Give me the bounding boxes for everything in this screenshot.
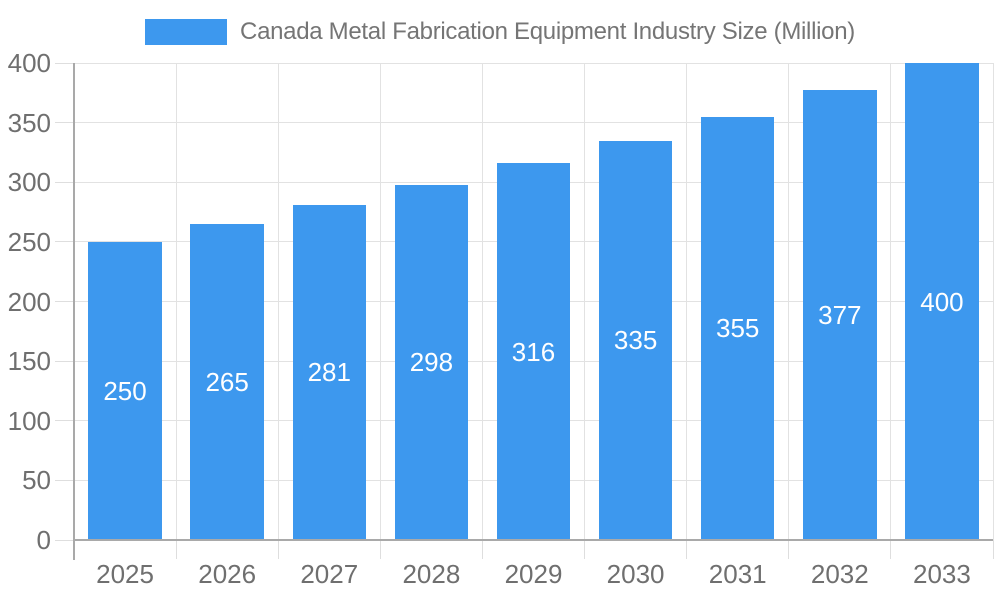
- bar[interactable]: 400: [905, 63, 979, 540]
- bar[interactable]: 250: [88, 241, 162, 540]
- x-axis-tick: [686, 540, 688, 559]
- x-axis-line: [73, 539, 993, 541]
- y-axis-tick: [55, 122, 73, 124]
- x-axis-tick: [481, 540, 483, 559]
- y-gridline: [74, 122, 993, 124]
- y-axis-label: 150: [7, 346, 51, 377]
- bar-value-label: 298: [409, 347, 454, 378]
- x-gridline: [277, 63, 279, 540]
- x-axis-tick: [992, 540, 994, 559]
- x-gridline: [788, 63, 790, 540]
- y-axis-tick: [55, 62, 73, 64]
- x-axis-tick: [788, 540, 790, 559]
- x-axis-tick: [277, 540, 279, 559]
- bar[interactable]: 316: [496, 163, 571, 540]
- bar[interactable]: 298: [394, 184, 469, 540]
- bar-value-label: 265: [205, 366, 249, 397]
- y-axis-label: 300: [7, 167, 51, 198]
- legend[interactable]: Canada Metal Fabrication Equipment Indus…: [0, 18, 1000, 46]
- bar-value-label: 281: [307, 357, 351, 388]
- chart-title: Canada Metal Fabrication Equipment Indus…: [240, 18, 855, 45]
- y-gridline: [74, 62, 993, 64]
- x-gridline: [379, 63, 381, 540]
- y-axis-tick: [55, 539, 73, 541]
- bar-value-label: 377: [818, 300, 862, 331]
- y-axis-tick: [55, 301, 73, 302]
- x-axis-tick: [584, 540, 586, 559]
- x-gridline: [584, 63, 586, 540]
- x-gridline: [175, 63, 177, 540]
- x-gridline: [992, 63, 994, 540]
- y-axis-label: 350: [7, 107, 51, 138]
- bar-value-label: 250: [103, 375, 147, 406]
- x-gridline: [481, 63, 483, 540]
- legend-swatch: [145, 19, 228, 45]
- y-axis-tick: [55, 479, 73, 481]
- x-axis-tick: [890, 540, 892, 559]
- x-axis-label: 2031: [708, 559, 767, 589]
- bar[interactable]: 355: [700, 116, 775, 540]
- bar-value-label: 316: [511, 336, 556, 367]
- x-axis-label: 2029: [504, 559, 563, 589]
- y-axis-line: [73, 63, 75, 560]
- y-axis-tick: [55, 241, 73, 243]
- bar-value-label: 355: [716, 313, 760, 344]
- y-axis-label: 250: [7, 226, 51, 257]
- x-axis-label: 2033: [913, 559, 971, 589]
- bar[interactable]: 265: [190, 223, 264, 540]
- bar-value-label: 400: [920, 286, 964, 317]
- bar[interactable]: 377: [803, 90, 877, 540]
- y-axis-label: 50: [22, 465, 51, 496]
- y-axis-tick: [55, 420, 73, 422]
- x-axis-tick: [175, 540, 177, 559]
- x-gridline: [686, 63, 688, 540]
- y-axis-tick: [55, 360, 73, 362]
- y-axis-tick: [55, 181, 73, 183]
- y-axis-label: 100: [7, 405, 51, 436]
- bar-value-label: 335: [613, 325, 658, 356]
- x-gridline: [890, 63, 892, 540]
- x-axis-label: 2026: [198, 559, 257, 589]
- x-axis-label: 2028: [402, 559, 461, 589]
- x-axis-tick: [379, 540, 381, 559]
- x-axis-label: 2027: [300, 559, 359, 589]
- plot-area: 0 50 100 150 200 250 300 350 400 250 2025 265 2026 28…: [8, 48, 994, 589]
- bar[interactable]: 281: [292, 204, 367, 540]
- y-axis-label: 200: [7, 286, 51, 317]
- x-axis-label: 2032: [810, 559, 869, 589]
- x-axis-label: 2030: [606, 559, 665, 589]
- y-axis-label: 400: [7, 48, 51, 78]
- bar[interactable]: 335: [598, 140, 673, 540]
- y-axis-label: 0: [36, 525, 51, 555]
- x-axis-label: 2025: [96, 559, 154, 589]
